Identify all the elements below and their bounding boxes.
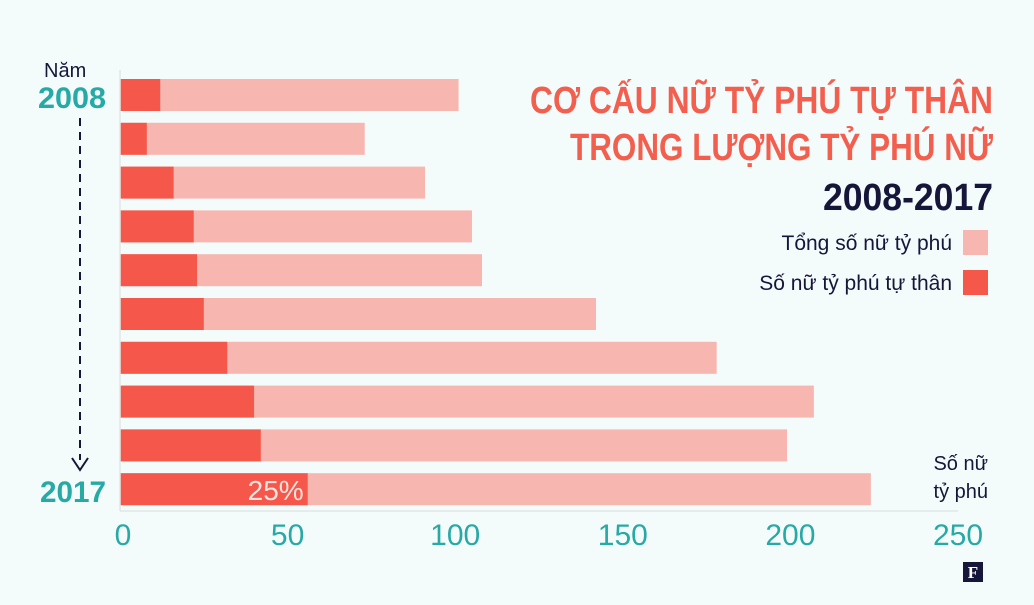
annotation-label: 25% [248,475,304,506]
bar-self-made-2013 [120,298,204,330]
year-label-last: 2017 [40,476,106,509]
legend-label-total: Tổng số nữ tỷ phú [782,232,953,255]
x-tick-label: 0 [115,519,132,552]
x-tick-label: 200 [765,519,815,552]
x-axis-label-line-2: tỷ phú [934,481,988,503]
bar-self-made-2011 [120,210,194,243]
bar-self-made-2015 [120,385,255,418]
x-tick-label: 50 [271,519,304,552]
bar-self-made-2010 [120,166,174,199]
chart-subtitle: 2008-2017 [823,177,993,219]
legend-label-self-made: Số nữ tỷ phú tự thân [759,272,952,295]
x-tick-label: 150 [598,519,648,552]
forbes-logo: F [963,562,983,582]
x-tick-label: 100 [430,519,480,552]
x-axis-label-line-1: Số nữ [933,453,988,475]
bar-self-made-2017 [120,473,308,506]
bar-self-made-2012 [120,254,198,287]
x-tick-label: 250 [933,519,983,552]
bar-total-2008 [120,79,459,111]
bar-self-made-2014 [120,341,228,374]
bar-total-2009 [120,122,365,155]
bar-self-made-2008 [120,79,161,111]
legend-swatch-self-made [963,270,988,295]
chart-title-line-2: TRONG LƯỢNG TỶ PHÚ NỮ [570,125,993,169]
legend-swatch-total [963,230,988,255]
time-arrow-head-icon [71,457,89,472]
bar-self-made-2009 [120,122,147,155]
logo-text: F [968,563,978,582]
chart-title-line-1: CƠ CẤU NỮ TỶ PHÚ TỰ THÂN [530,78,993,122]
y-axis-label: Năm [44,60,86,82]
bar-self-made-2016 [120,429,261,462]
year-label-first: 2008 [38,82,106,115]
